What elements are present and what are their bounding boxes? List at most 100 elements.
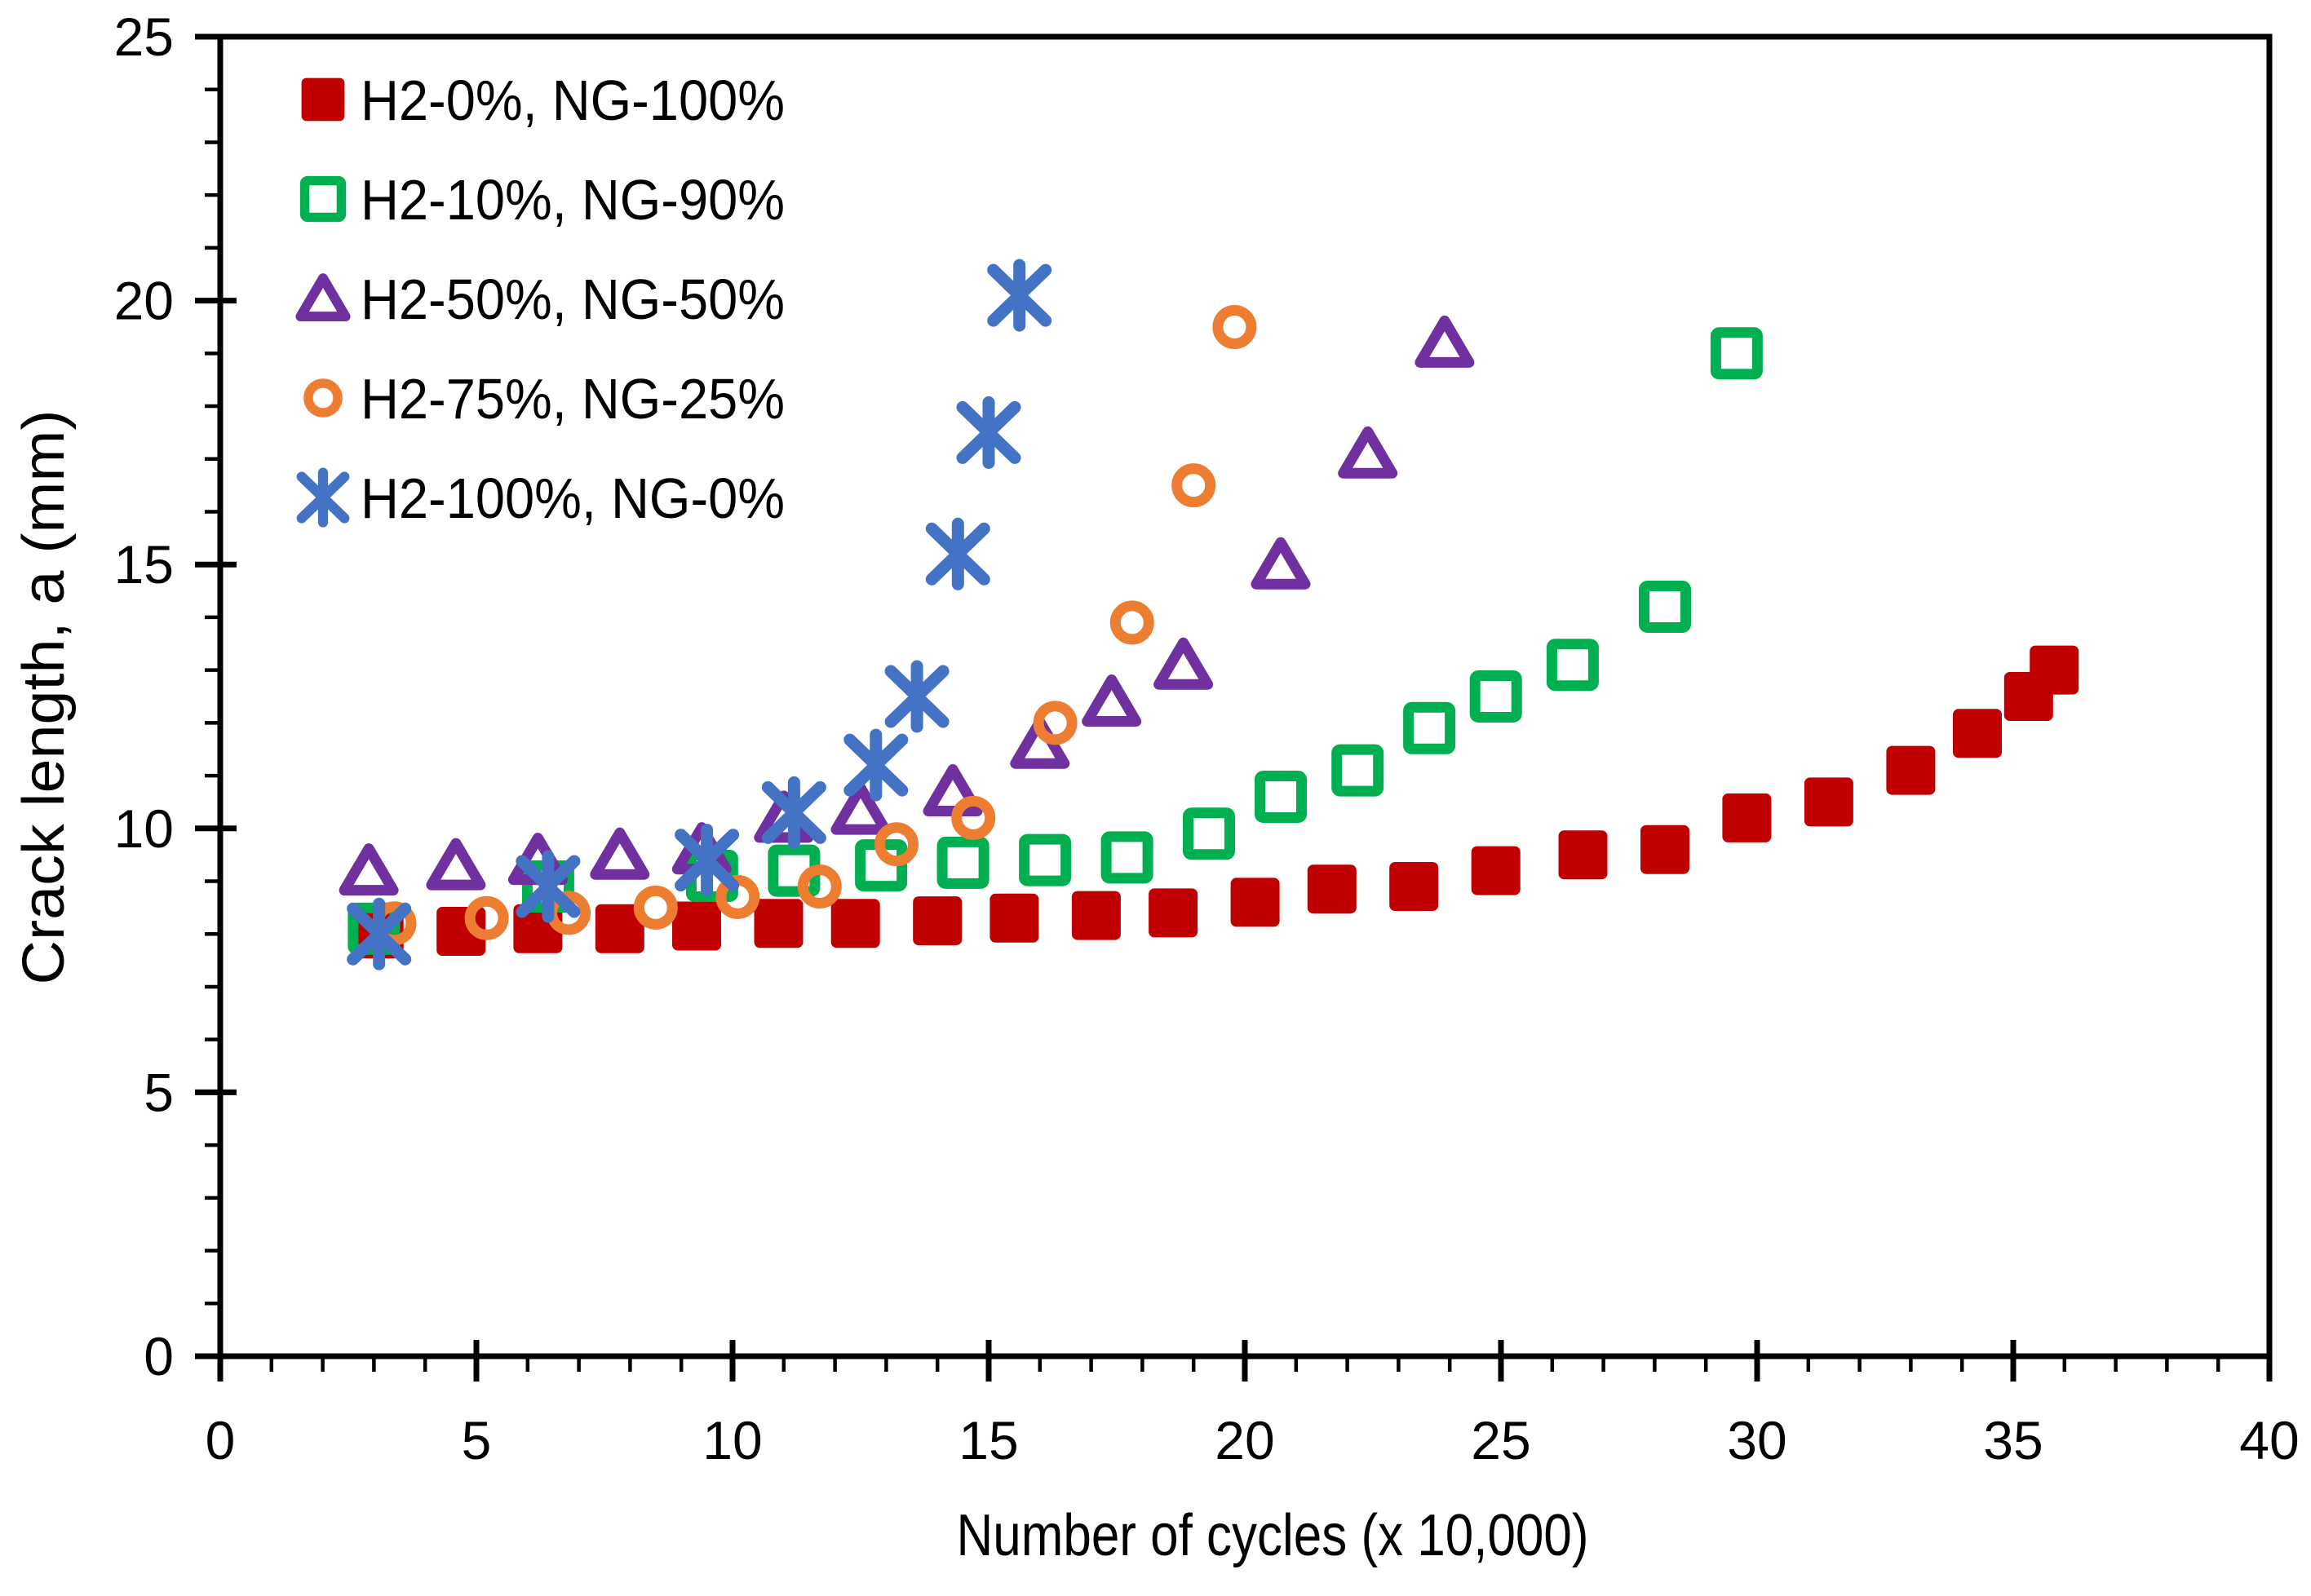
square-marker-glyph [2030, 645, 2079, 695]
legend-item: H2-100%, NG-0% [296, 466, 785, 530]
asterisk-marker-glyph [884, 660, 950, 733]
asterisk-marker-glyph [296, 467, 350, 528]
legend-item: H2-10%, NG-90% [299, 168, 785, 232]
data-point [987, 259, 1052, 332]
open-square-marker-glyph [1100, 831, 1153, 884]
open-square-marker-glyph [1403, 701, 1456, 754]
data-point [1251, 537, 1311, 590]
data-point [797, 864, 842, 909]
y-tick-label: 20 [114, 271, 174, 331]
square-marker-glyph [1149, 888, 1198, 938]
asterisk-marker-glyph [516, 850, 581, 923]
data-point [830, 782, 891, 835]
data-point [1403, 701, 1456, 754]
y-axis-title: Crack length, a (mm) [11, 410, 77, 985]
data-point [1886, 745, 1936, 795]
data-point [925, 517, 990, 590]
x-axis: 0 5 10 15 20 25 30 35 40 [206, 1340, 2300, 1470]
data-point [1804, 777, 1853, 827]
open-square-marker-glyph [1469, 670, 1522, 723]
square-marker-glyph [1953, 709, 2002, 758]
data-point [951, 795, 996, 840]
data-point [1331, 744, 1384, 797]
data-point [464, 895, 509, 940]
open-square-marker-glyph [1331, 744, 1384, 797]
x-tick-label: 25 [1471, 1410, 1530, 1470]
data-point [1212, 305, 1257, 349]
data-point [672, 901, 721, 951]
square-marker-glyph [301, 77, 345, 122]
x-tick-label: 10 [702, 1410, 762, 1470]
open-square-marker-glyph [1183, 807, 1235, 860]
legend-label: H2-0%, NG-100% [361, 69, 785, 132]
data-point [715, 874, 760, 919]
x-tick-label: 30 [1727, 1410, 1786, 1470]
x-tick-label: 5 [462, 1410, 492, 1470]
legend-label: H2-50%, NG-50% [361, 267, 785, 331]
square-marker-glyph [1071, 891, 1121, 940]
open-circle-marker-glyph [874, 822, 919, 867]
data-point [843, 728, 909, 802]
open-circle-marker-glyph [1033, 701, 1078, 745]
legend-item: H2-75%, NG-25% [303, 367, 785, 431]
data-point [1546, 639, 1599, 692]
open-circle-marker-glyph [797, 864, 842, 909]
open-circle-marker-glyph [633, 885, 678, 930]
data-point [1019, 833, 1072, 886]
data-point [956, 396, 1021, 469]
data-point [1149, 888, 1198, 938]
data-point [426, 838, 486, 891]
legend-marker [299, 175, 347, 223]
open-triangle-marker-glyph [426, 838, 486, 891]
open-circle-marker-glyph [1109, 600, 1154, 645]
data-point [2030, 645, 2079, 695]
data-point [1338, 426, 1398, 479]
square-marker-glyph [1886, 745, 1936, 795]
data-point [1071, 891, 1121, 940]
open-triangle-marker-glyph [1414, 315, 1475, 368]
data-point [989, 893, 1039, 943]
data-point [347, 897, 412, 970]
plot-border [217, 33, 2273, 1359]
x-tick-label: 40 [2239, 1410, 2299, 1470]
legend-marker [295, 273, 351, 322]
legend-marker [301, 77, 345, 122]
data-point [874, 822, 919, 867]
square-marker-glyph [1389, 862, 1439, 911]
x-tick-label: 35 [1983, 1410, 2043, 1470]
data-point [1100, 831, 1153, 884]
open-triangle-marker-glyph [1082, 674, 1142, 727]
data-point [1109, 600, 1154, 645]
open-circle-marker-glyph [715, 874, 760, 919]
data-point [1640, 825, 1689, 874]
asterisk-marker-glyph [987, 259, 1052, 332]
open-square-marker-glyph [1639, 581, 1691, 633]
data-point [590, 827, 650, 880]
open-square-marker-glyph [299, 175, 347, 223]
data-point [1389, 862, 1439, 911]
open-circle-marker-glyph [1212, 305, 1257, 349]
data-point [1953, 709, 2002, 758]
open-circle-marker-glyph [1171, 463, 1216, 508]
y-tick-label: 15 [114, 534, 174, 595]
open-triangle-marker-glyph [830, 782, 891, 835]
data-point [595, 904, 644, 953]
open-square-marker-glyph [1710, 327, 1763, 380]
square-marker-glyph [1640, 825, 1689, 874]
open-triangle-marker-glyph [295, 273, 351, 322]
square-marker-glyph [1804, 777, 1853, 827]
data-point [1255, 771, 1307, 823]
open-square-marker-glyph [1546, 639, 1599, 692]
asterisk-marker-glyph [956, 396, 1021, 469]
data-point [754, 899, 804, 948]
open-triangle-marker-glyph [1338, 426, 1398, 479]
data-point [1471, 846, 1521, 895]
square-marker-glyph [989, 893, 1039, 943]
y-tick-label: 5 [144, 1062, 174, 1122]
legend-item: H2-0%, NG-100% [301, 69, 785, 132]
open-triangle-marker-glyph [1251, 537, 1311, 590]
square-marker-glyph [830, 899, 880, 948]
asterisk-marker-glyph [925, 517, 990, 590]
data-point [675, 824, 740, 897]
